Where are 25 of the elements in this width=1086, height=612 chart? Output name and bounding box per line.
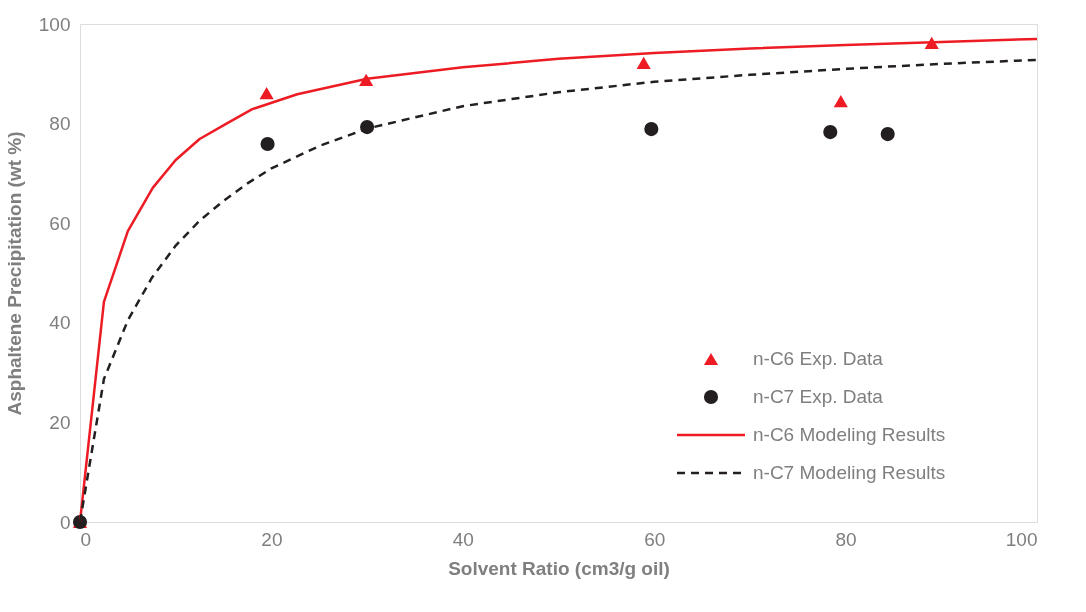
x-tick-label: 20	[261, 528, 283, 550]
point	[823, 125, 838, 140]
point	[259, 87, 274, 100]
x-tick-label: 100	[1005, 528, 1038, 550]
point	[644, 122, 659, 137]
point	[833, 95, 848, 108]
legend-label: n-C6 Modeling Results	[753, 424, 946, 445]
legend-label: n-C7 Modeling Results	[753, 462, 946, 483]
y-tick-label: 20	[49, 411, 71, 433]
x-tick-label: 60	[644, 528, 666, 550]
point	[636, 56, 651, 69]
legend-label: n-C7 Exp. Data	[753, 386, 884, 407]
x-tick-label: 40	[452, 528, 474, 550]
x-tick-label: 80	[835, 528, 857, 550]
legend-label: n-C6 Exp. Data	[753, 348, 884, 369]
y-tick-label: 80	[49, 113, 71, 135]
y-axis-title: Asphaltene Precipitation (wt %)	[3, 131, 25, 416]
x-tick-label: 0	[80, 528, 92, 550]
point	[260, 136, 275, 152]
point	[880, 127, 895, 142]
y-tick-label: 0	[59, 511, 71, 533]
y-tick-label: 40	[49, 312, 71, 334]
y-tick-label: 100	[38, 13, 71, 35]
x-axis-title: Solvent Ratio (cm3/g oil)	[448, 557, 670, 579]
y-tick-label: 60	[49, 212, 71, 234]
